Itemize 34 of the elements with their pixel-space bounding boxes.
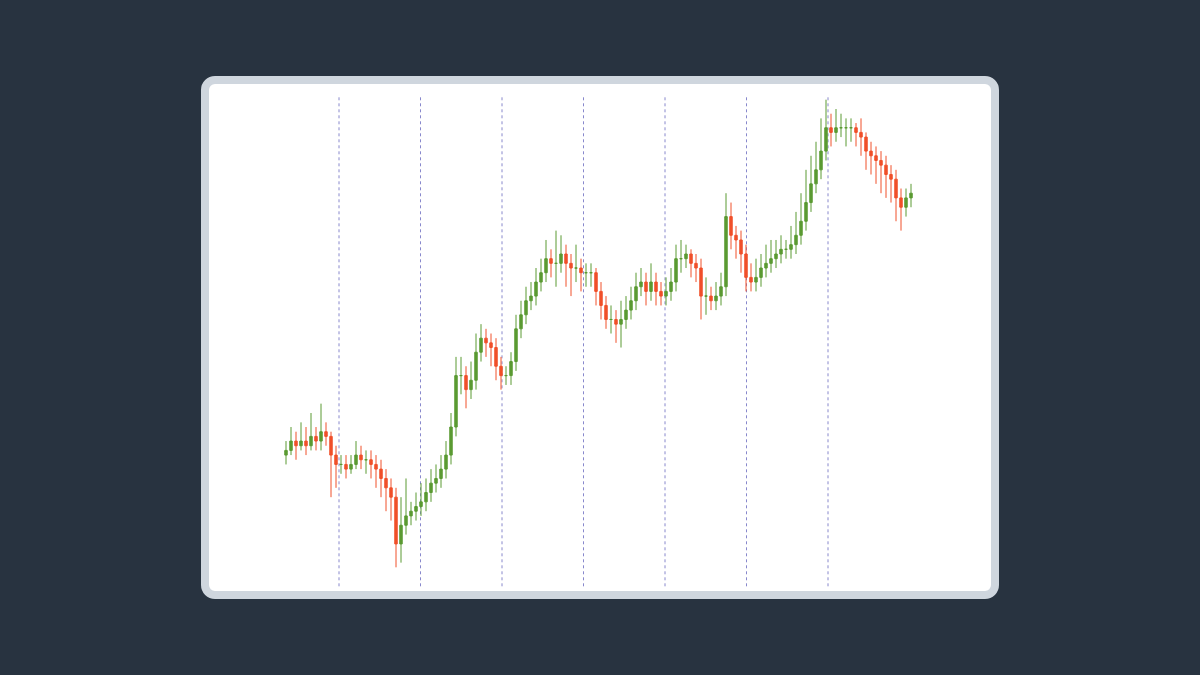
candlestick xyxy=(849,117,853,143)
candlestick xyxy=(649,262,653,302)
candlestick xyxy=(304,426,308,456)
candlestick xyxy=(319,403,323,451)
candlestick xyxy=(834,108,838,143)
candlestick xyxy=(614,309,618,344)
candlestick xyxy=(309,412,313,451)
candlestick xyxy=(609,304,613,334)
candlestick xyxy=(679,239,683,274)
candlestick xyxy=(829,113,833,147)
candlestick xyxy=(589,262,593,288)
candlestick xyxy=(709,286,713,311)
candlestick xyxy=(314,426,318,451)
candlestick xyxy=(294,431,298,461)
candlestick xyxy=(459,356,463,395)
candlestick xyxy=(584,262,588,288)
candlestick xyxy=(839,113,843,138)
candlestick xyxy=(549,248,553,278)
candlestick xyxy=(579,258,583,292)
candlestick xyxy=(339,454,343,475)
candlestick xyxy=(844,117,848,147)
candlestick xyxy=(644,272,648,306)
candlestick xyxy=(704,276,708,316)
candlestick xyxy=(359,445,363,470)
candlestick xyxy=(784,239,788,260)
candlestick xyxy=(364,449,368,475)
candlestick xyxy=(464,365,468,409)
candlestick xyxy=(299,421,303,451)
candlestick xyxy=(344,454,348,479)
candlestick xyxy=(684,244,688,269)
candlestick xyxy=(504,365,508,386)
candlestick xyxy=(574,244,578,283)
candlestick xyxy=(559,234,563,274)
candlestick xyxy=(554,230,558,288)
